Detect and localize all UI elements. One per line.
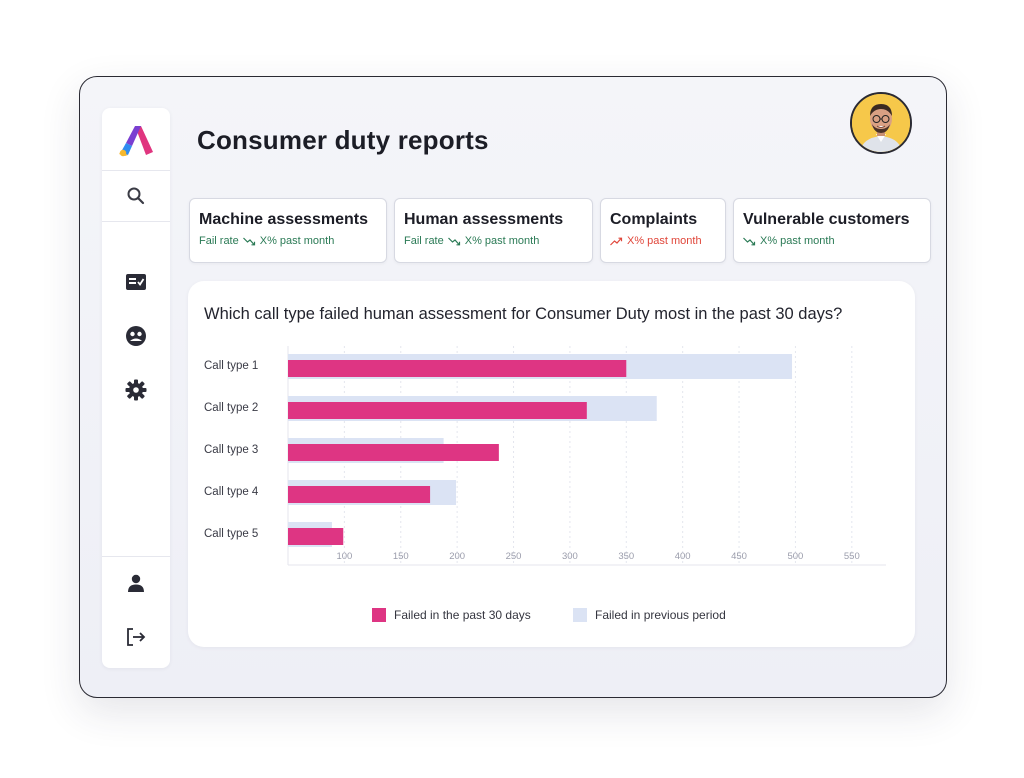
- gear-icon: [125, 379, 147, 401]
- sidebar-item-team[interactable]: [124, 324, 148, 348]
- user-avatar[interactable]: [850, 92, 912, 154]
- legend-swatch-previous: [573, 608, 587, 622]
- trend-down-icon: [743, 237, 756, 246]
- category-label: Call type 4: [204, 486, 259, 498]
- kpi-card-title: Human assessments: [404, 211, 564, 228]
- category-label: Call type 5: [204, 528, 258, 540]
- kpi-card-metric: X% past month: [743, 235, 921, 247]
- sidebar-item-reports[interactable]: [124, 270, 148, 294]
- kpi-card-label: Fail rate: [199, 235, 239, 247]
- kpi-card-human-assessments[interactable]: Human assessments Fail rate X% past mont…: [394, 198, 593, 263]
- category-label: Call type 1: [204, 360, 258, 372]
- page-title: Consumer duty reports: [197, 125, 489, 155]
- bar-past-30-days: [288, 486, 431, 503]
- user-photo-icon: [852, 94, 910, 152]
- sidebar-item-logout[interactable]: [124, 625, 148, 649]
- legend-label: Failed in the past 30 days: [394, 608, 531, 622]
- bar-past-30-days: [288, 402, 587, 419]
- kpi-card-machine-assessments[interactable]: Machine assessments Fail rate X% past mo…: [189, 198, 387, 263]
- kpi-card-vulnerable-customers[interactable]: Vulnerable customers X% past month: [733, 198, 931, 263]
- x-tick-label: 450: [731, 551, 747, 562]
- kpi-card-value: X% past month: [627, 235, 702, 247]
- search-icon: [127, 187, 145, 205]
- bar-past-30-days: [288, 360, 627, 377]
- x-tick-label: 550: [844, 551, 860, 562]
- bar-past-30-days: [288, 444, 499, 461]
- x-tick-label: 300: [562, 551, 578, 562]
- category-label: Call type 2: [204, 402, 258, 414]
- kpi-card-metric: Fail rate X% past month: [199, 235, 377, 247]
- x-tick-label: 100: [336, 551, 352, 562]
- kpi-card-title: Machine assessments: [199, 211, 368, 228]
- person-icon: [128, 574, 144, 592]
- x-tick-label: 500: [787, 551, 803, 562]
- sidebar: [102, 108, 170, 668]
- kpi-card-title: Vulnerable customers: [743, 211, 910, 228]
- x-tick-label: 400: [675, 551, 691, 562]
- sidebar-divider: [102, 170, 170, 171]
- x-tick-label: 150: [393, 551, 409, 562]
- kpi-card-label: Fail rate: [404, 235, 444, 247]
- x-tick-label: 350: [618, 551, 634, 562]
- chart-question: Which call type failed human assessment …: [204, 305, 843, 323]
- x-tick-label: 250: [506, 551, 522, 562]
- kpi-card-value: X% past month: [464, 235, 540, 247]
- kpi-card-metric: Fail rate X% past month: [404, 235, 583, 247]
- trend-down-icon: [242, 237, 256, 246]
- group-badge-icon: [126, 326, 146, 346]
- kpi-card-complaints[interactable]: Complaints X% past month: [600, 198, 726, 263]
- logout-icon: [127, 628, 146, 646]
- kpi-card-value: X% past month: [259, 235, 335, 247]
- legend-item-current[interactable]: Failed in the past 30 days: [372, 608, 531, 622]
- kpi-card-metric: X% past month: [610, 235, 716, 247]
- trend-up-icon: [610, 237, 623, 246]
- sidebar-item-search[interactable]: [124, 184, 148, 208]
- app-window: Consumer duty reports Machine assessment…: [79, 76, 947, 698]
- sidebar-item-settings[interactable]: [124, 378, 148, 402]
- sidebar-item-profile[interactable]: [124, 571, 148, 595]
- legend-label: Failed in previous period: [595, 608, 726, 622]
- brand-logo-icon: [117, 122, 155, 158]
- x-tick-label: 200: [449, 551, 465, 562]
- kpi-card-title: Complaints: [610, 211, 698, 228]
- bar-past-30-days: [288, 528, 344, 545]
- category-label: Call type 3: [204, 444, 258, 456]
- kpi-card-value: X% past month: [760, 235, 835, 247]
- legend-swatch-current: [372, 608, 386, 622]
- sidebar-divider: [102, 221, 170, 222]
- chart-panel: Which call type failed human assessment …: [188, 281, 915, 647]
- sidebar-divider: [102, 556, 170, 557]
- bar-chart: Call type 1 Call type 2 Call type 3 Call ty…: [204, 346, 886, 566]
- checklist-card-icon: [126, 274, 146, 290]
- legend-item-previous[interactable]: Failed in previous period: [573, 608, 726, 622]
- trend-down-icon: [447, 237, 461, 246]
